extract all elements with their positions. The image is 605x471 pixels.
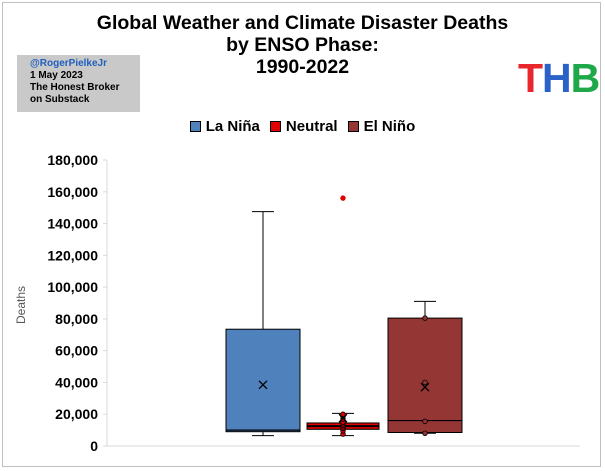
y-tick-label: 120,000 [47, 247, 98, 263]
y-tick-label: 140,000 [47, 216, 98, 232]
box-iqr [387, 317, 463, 433]
data-point [422, 315, 428, 321]
mean-marker [258, 380, 268, 390]
y-tick-label: 180,000 [47, 152, 98, 168]
y-tick-label: 40,000 [55, 374, 98, 390]
box-el-nino [387, 300, 463, 436]
logo-letter-t: T [518, 55, 543, 101]
legend-label-el-nino: El Niño [363, 118, 416, 135]
credit-handle: @RogerPielkeJr [30, 58, 108, 69]
box-neutral [306, 195, 380, 437]
y-tick-label: 80,000 [55, 311, 98, 327]
credit-line-4: on Substack [30, 94, 90, 105]
credit-line-3: The Honest Broker [30, 82, 120, 93]
outlier-point [340, 195, 346, 201]
mean-marker [420, 382, 430, 392]
title-line-3: 1990-2022 [255, 56, 350, 78]
y-tick-label: 0 [90, 438, 98, 454]
plot-area [225, 195, 463, 437]
legend-label-neutral: Neutral [285, 118, 338, 135]
logo-letter-h: H [542, 55, 572, 101]
data-point [340, 411, 346, 417]
y-axis-label: Deaths [14, 286, 28, 324]
legend-item-el-nino: El Niño [347, 118, 416, 135]
data-point [422, 379, 428, 386]
y-tick-label: 60,000 [55, 343, 98, 359]
legend-swatch-el-nino [347, 121, 359, 132]
data-point [422, 418, 428, 425]
y-tick-label: 100,000 [47, 279, 98, 295]
legend-swatch-neutral [269, 121, 281, 132]
box-la-nina [225, 211, 301, 437]
legend-swatch-la-nina [189, 121, 201, 132]
credit-box: @RogerPielkeJr 1 May 2023 The Honest Bro… [17, 55, 140, 112]
chart-title: Global Weather and Climate Disaster Deat… [0, 12, 605, 78]
box-iqr [225, 328, 301, 433]
legend-item-la-nina: La Niña [189, 118, 260, 135]
title-line-2: by ENSO Phase: [226, 34, 379, 56]
y-tick-label: 160,000 [47, 184, 98, 200]
logo-letter-b: B [570, 55, 601, 101]
credit-date: 1 May 2023 [30, 70, 83, 81]
legend-label-la-nina: La Niña [205, 118, 260, 135]
title-line-1: Global Weather and Climate Disaster Deat… [96, 12, 509, 34]
y-axis: 0 20,000 40,000 60,000 80,000 100,000 120,000 1… [47, 152, 580, 454]
legend: La Niña Neutral El Niño [0, 118, 605, 135]
thb-logo: THB [518, 55, 601, 101]
mean-marker [338, 413, 348, 423]
y-tick-label: 20,000 [55, 406, 98, 422]
data-point [422, 430, 428, 436]
legend-item-neutral: Neutral [269, 118, 338, 135]
